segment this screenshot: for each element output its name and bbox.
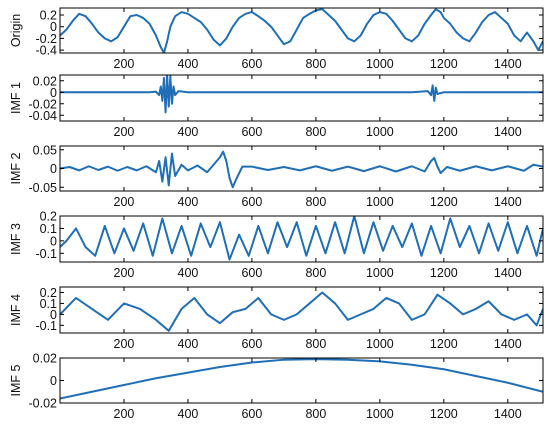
y-tick-label: 0.02 (33, 352, 57, 366)
y-tick-label: 0.2 (40, 9, 57, 23)
panel-imf4: 200 400 600 800 1000 1200 1400 0.20.10-0.1 IMF 4 (9, 286, 544, 351)
x-tick-label: 800 (305, 337, 326, 351)
series-line-imf5 (60, 358, 543, 400)
series-line-imf4 (60, 291, 543, 332)
x-tick-label: 1400 (494, 57, 522, 71)
x-tick-label: 800 (305, 266, 326, 280)
x-tick-label: 1200 (430, 125, 458, 139)
y-axis-label-imf5: IMF 5 (9, 364, 23, 396)
y-tick-label: 0.02 (33, 74, 57, 88)
x-tick-label: 1200 (430, 57, 458, 71)
x-tick-label: 200 (114, 195, 135, 209)
panel-imf3: 200 400 600 800 1000 1200 1400 0.20.10-0.1 IMF 3 (9, 210, 544, 280)
x-tick-label: 600 (241, 337, 262, 351)
axes-frame-imf5 (59, 357, 544, 404)
x-tick-label: 1000 (366, 407, 394, 421)
x-tick-label: 1000 (366, 337, 394, 351)
x-tick-label: 400 (178, 57, 199, 71)
y-tick-label: 0.1 (40, 222, 57, 236)
y-tick-label: 0 (50, 308, 57, 322)
x-tick-label: 1200 (430, 266, 458, 280)
y-tick-label: -0.4 (35, 44, 57, 58)
y-tick-label: 0 (50, 86, 57, 100)
y-tick-label: -0.02 (29, 97, 58, 111)
y-axis-label-imf2: IMF 2 (9, 152, 23, 184)
axes-frame-imf3 (59, 215, 544, 263)
x-tick-label: 1400 (494, 266, 522, 280)
x-tick-label: 1200 (430, 195, 458, 209)
x-tick-label: 600 (241, 195, 262, 209)
x-tick-label: 200 (114, 57, 135, 71)
x-tick-label: 1000 (366, 266, 394, 280)
panel-origin: 200 400 600 800 1000 1200 1400 0.20-0.2-0.4 Orig… (9, 7, 544, 71)
y-tick-label: -0.1 (35, 247, 57, 261)
x-tick-label: 600 (241, 407, 262, 421)
x-tick-label: 400 (178, 266, 199, 280)
panel-imf1: 200 400 600 800 1000 1200 1400 0.020-0.02-0.04 I… (9, 74, 544, 139)
x-tick-label: 800 (305, 407, 326, 421)
x-tick-label: 200 (114, 125, 135, 139)
x-tick-label: 200 (114, 337, 135, 351)
x-tick-label: 200 (114, 266, 135, 280)
x-tick-label: 400 (178, 125, 199, 139)
x-tick-label: 1000 (366, 57, 394, 71)
x-tick-label: 1400 (494, 125, 522, 139)
y-tick-label: 0 (50, 374, 57, 388)
y-tick-label: 0 (50, 162, 57, 176)
x-tick-label: 400 (178, 337, 199, 351)
series-line-imf2 (60, 150, 543, 189)
y-axis-label-imf4: IMF 4 (9, 294, 23, 326)
series-line-imf1 (60, 75, 543, 114)
x-tick-label: 400 (178, 407, 199, 421)
y-tick-label: 0.2 (40, 286, 57, 300)
x-tick-label: 1400 (494, 337, 522, 351)
x-tick-label: 1200 (430, 337, 458, 351)
y-tick-label: -0.04 (29, 109, 58, 123)
x-tick-label: 600 (241, 266, 262, 280)
y-tick-label: -0.1 (35, 319, 57, 333)
axes-frame-origin (59, 7, 544, 54)
y-tick-label: 0.05 (33, 143, 57, 157)
y-tick-label: 0.2 (40, 210, 57, 224)
x-tick-label: 400 (178, 195, 199, 209)
y-tick-label: -0.05 (29, 181, 58, 195)
y-tick-label: -0.2 (35, 32, 57, 46)
series-line-imf3 (60, 216, 543, 261)
x-tick-label: 800 (305, 57, 326, 71)
x-tick-label: 1400 (494, 195, 522, 209)
panel-imf5: 200 400 600 800 1000 1200 1400 0.02 0 -0.02 IMF 5 (9, 352, 544, 421)
x-tick-label: 800 (305, 125, 326, 139)
y-axis-label-imf1: IMF 1 (9, 82, 23, 114)
x-tick-label: 1000 (366, 125, 394, 139)
x-tick-label: 600 (241, 125, 262, 139)
x-tick-label: 200 (114, 407, 135, 421)
y-axis-label-origin: Origin (9, 14, 23, 47)
y-tick-label: 0 (50, 20, 57, 34)
x-tick-label: 600 (241, 57, 262, 71)
y-tick-label: -0.02 (29, 397, 58, 411)
y-axis-label-imf3: IMF 3 (9, 223, 23, 255)
y-tick-label: 0 (50, 234, 57, 248)
axes-frame-imf4 (59, 286, 544, 334)
y-tick-label: 0.1 (40, 297, 57, 311)
series-line-origin (60, 8, 543, 53)
axes-frame-imf1 (59, 74, 544, 122)
x-tick-label: 1200 (430, 407, 458, 421)
x-tick-label: 1000 (366, 195, 394, 209)
x-tick-label: 1400 (494, 407, 522, 421)
x-tick-label: 800 (305, 195, 326, 209)
panel-imf2: 200 400 600 800 1000 1200 1400 0.05 0 -0.05 IMF 2 (9, 143, 544, 209)
